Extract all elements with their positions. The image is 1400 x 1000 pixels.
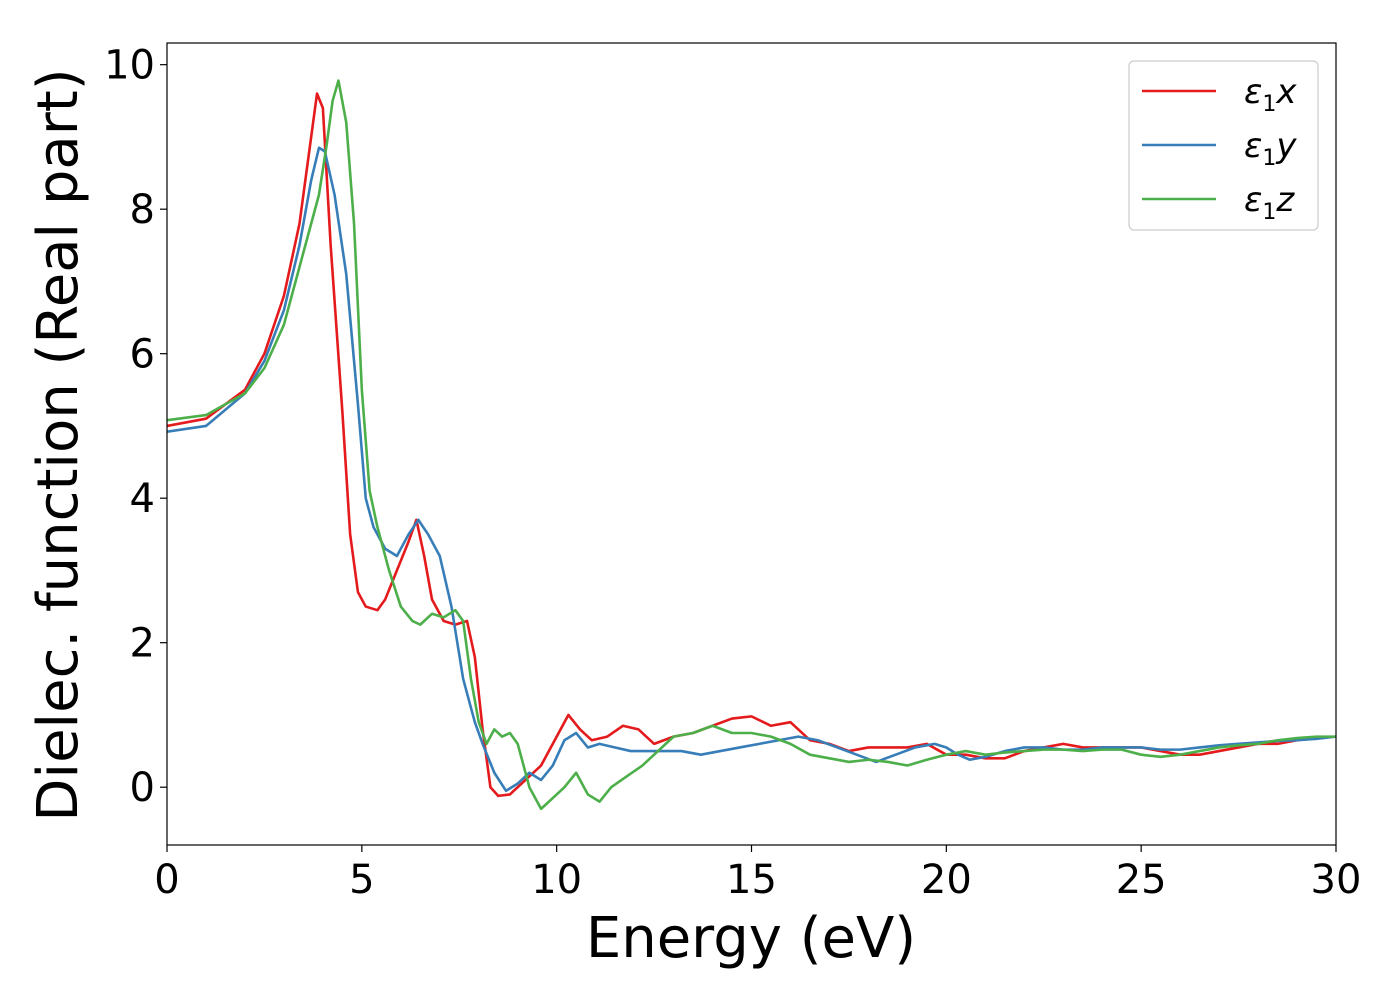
- legend-box: [1128, 60, 1319, 231]
- y-tick-label: 4: [130, 476, 155, 522]
- legend: ε1x ε1y ε1z: [1128, 60, 1319, 231]
- legend-label-x: ε1x: [1244, 72, 1297, 117]
- y-axis: 0 2 4 6 8 10: [104, 43, 167, 811]
- x-tick-label: 0: [154, 857, 179, 903]
- series-lines: [167, 79, 1336, 811]
- x-axis-title: Energy (eV): [586, 906, 916, 971]
- y-tick-label: 0: [130, 765, 155, 811]
- series-line-z: [167, 79, 1336, 811]
- x-tick-label: 30: [1311, 857, 1362, 903]
- legend-label-z: ε1z: [1244, 180, 1295, 225]
- x-axis: 0 5 10 15 20 25 30: [154, 845, 1361, 903]
- legend-label-y: ε1y: [1244, 126, 1297, 171]
- y-tick-label: 8: [130, 187, 155, 233]
- x-tick-label: 15: [726, 857, 777, 903]
- series-line-y: [167, 146, 1336, 793]
- y-axis-title: Dielec. function (Real part): [26, 68, 91, 821]
- x-tick-label: 10: [531, 857, 582, 903]
- x-tick-label: 5: [349, 857, 374, 903]
- y-tick-label: 10: [104, 43, 155, 89]
- x-tick-label: 20: [921, 857, 972, 903]
- x-tick-label: 25: [1116, 857, 1167, 903]
- y-tick-label: 6: [130, 332, 155, 378]
- y-tick-label: 2: [130, 621, 155, 667]
